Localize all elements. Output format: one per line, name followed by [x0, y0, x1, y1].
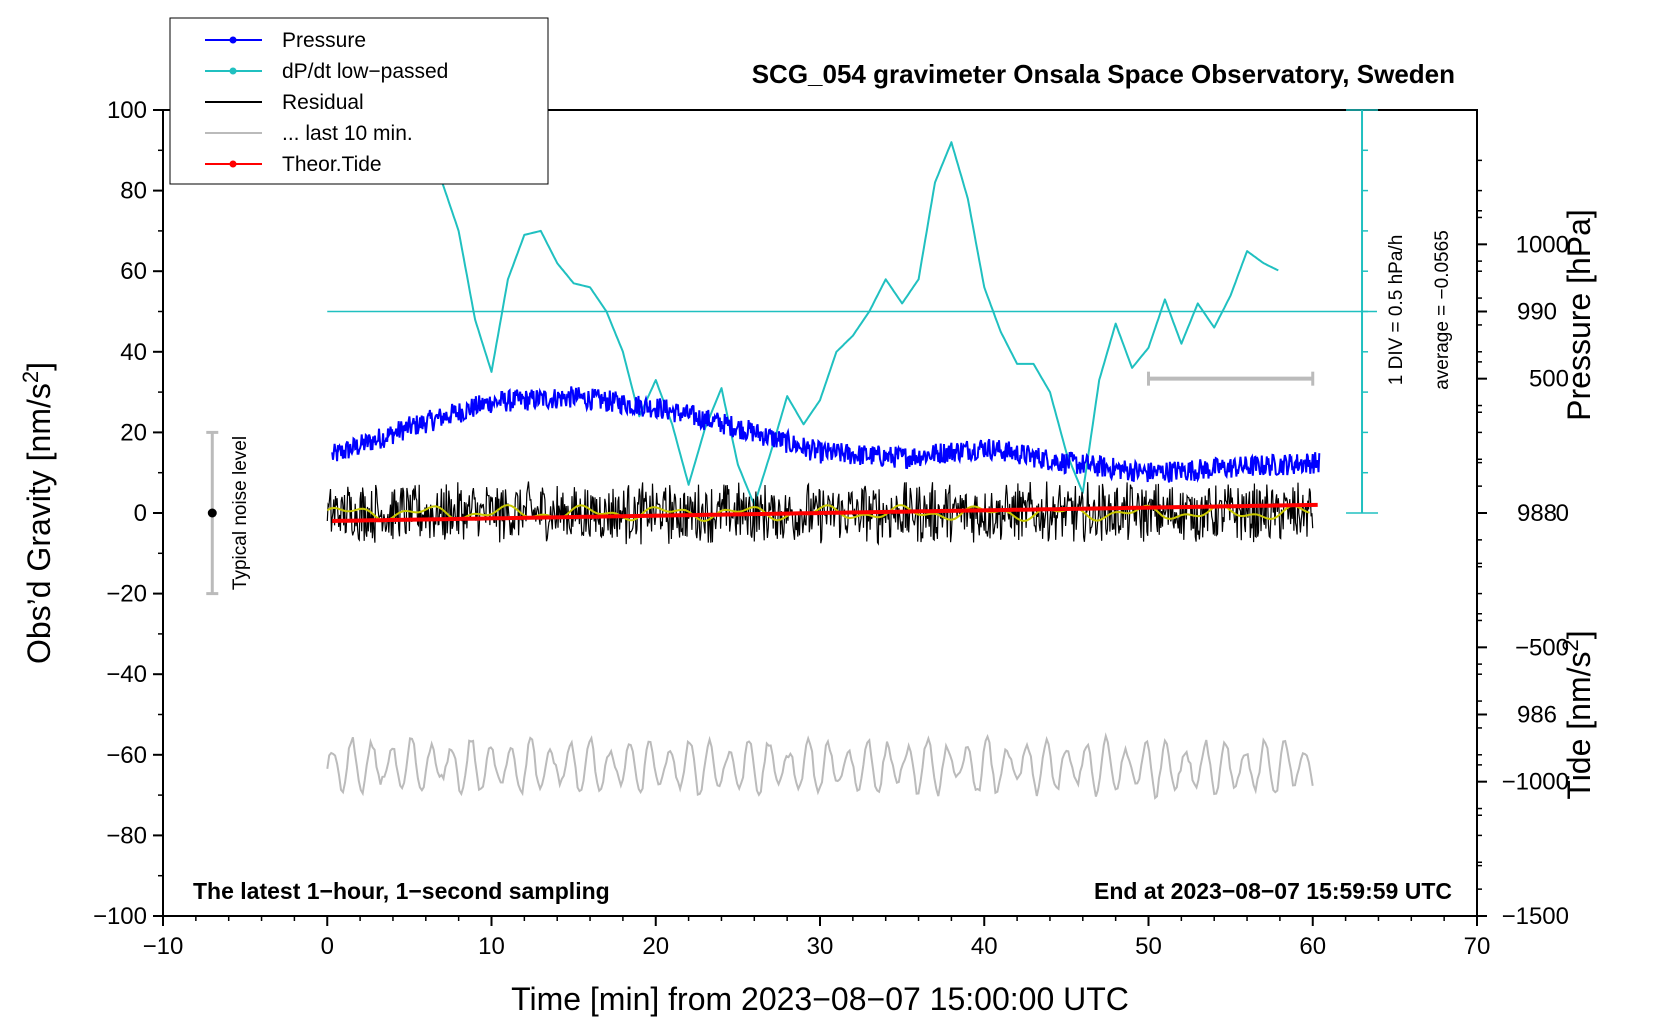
x-axis-title: Time [min] from 2023−08−07 15:00:00 UTC	[511, 981, 1129, 1017]
sampling-note: The latest 1−hour, 1−second sampling	[193, 878, 610, 904]
y-axis-gravity-title: Obs’d Gravity [nm/s2]	[18, 362, 57, 664]
last10-line	[326, 732, 1314, 800]
y-axis-pressure-ticks: 986 988 990	[1477, 159, 1557, 867]
y-gravity-tick-label: −100	[93, 903, 147, 930]
legend-label: ... last 10 min.	[282, 122, 413, 145]
x-axis-ticks: −10 0 10 20 30 40 50 60 70	[143, 916, 1491, 960]
last-10-min-series	[326, 732, 1314, 800]
pressure-series	[331, 386, 1321, 483]
x-tick-label: 40	[971, 933, 998, 960]
legend-swatch-marker	[229, 36, 237, 44]
y-gravity-tick-label: −60	[106, 742, 147, 769]
legend: Pressure dP/dt low−passed Residual ... last…	[169, 17, 549, 185]
scale-markers	[206, 109, 1379, 596]
x-tick-label: 30	[807, 933, 834, 960]
y-tide-tick-label: 0	[1556, 500, 1569, 527]
y-tide-tick-label: 1000	[1516, 231, 1569, 258]
y-gravity-tick-label: 40	[120, 339, 147, 366]
residual-line	[326, 481, 1314, 546]
y-axis-pressure-title: Pressure [hPa]	[1561, 209, 1597, 421]
legend-label: dP/dt low−passed	[282, 60, 448, 83]
x-tick-label: 0	[321, 933, 334, 960]
legend-label: Pressure	[282, 29, 366, 52]
x-tick-label: 50	[1135, 933, 1162, 960]
y-tide-tick-label: −1000	[1502, 769, 1569, 796]
y-gravity-tick-label: 100	[107, 97, 147, 124]
y-pressure-tick-label: 986	[1517, 702, 1557, 729]
x-tick-label: 10	[478, 933, 505, 960]
dpdt-scale-label: 1 DIV = 0.5 hPa/h	[1386, 235, 1407, 386]
y-axis-tide-ticks: −1500 −1000 −500 0 500 1000	[1477, 189, 1569, 930]
y-gravity-tick-label: 80	[120, 178, 147, 205]
y-axis-tide-title: Tide [nm/s2]	[1558, 630, 1597, 799]
x-tick-label: 60	[1299, 933, 1326, 960]
noise-level-label: Typical noise level	[230, 436, 251, 590]
y-pressure-tick-label: 988	[1517, 500, 1557, 527]
y-gravity-tick-label: −80	[106, 822, 147, 849]
y-axis-gravity-ticks: −100 −80 −60 −40 −20 0 20 40 60 80 100	[93, 97, 163, 930]
y-tide-tick-label: −1500	[1502, 903, 1569, 930]
y-pressure-tick-label: 990	[1517, 299, 1557, 326]
y-tide-tick-label: −500	[1515, 634, 1569, 661]
y-gravity-tick-label: 0	[134, 500, 147, 527]
chart-title: SCG_054 gravimeter Onsala Space Observat…	[752, 59, 1455, 89]
residual-series	[326, 481, 1314, 546]
legend-label: Residual	[282, 91, 364, 114]
y-gravity-tick-label: 60	[120, 258, 147, 285]
legend-swatch-marker	[229, 160, 237, 168]
x-tick-label: 70	[1464, 933, 1491, 960]
y-gravity-tick-label: 20	[120, 419, 147, 446]
dpdt-average-label: average = −0.0565	[1432, 230, 1453, 390]
legend-swatch-marker	[229, 67, 237, 75]
y-tide-tick-label: 500	[1529, 366, 1569, 393]
dpdt-line	[441, 141, 1279, 506]
end-time-note: End at 2023−08−07 15:59:59 UTC	[1094, 878, 1452, 904]
y-gravity-tick-label: −40	[106, 661, 147, 688]
pressure-line	[331, 386, 1321, 483]
x-tick-label: −10	[143, 933, 184, 960]
y-gravity-tick-label: −20	[106, 581, 147, 608]
noise-level-dot	[207, 508, 217, 518]
tide-series	[332, 502, 1318, 523]
x-tick-label: 20	[642, 933, 669, 960]
tide-line	[332, 502, 1318, 523]
dpdt-series	[441, 141, 1279, 506]
legend-label: Theor.Tide	[282, 153, 382, 176]
